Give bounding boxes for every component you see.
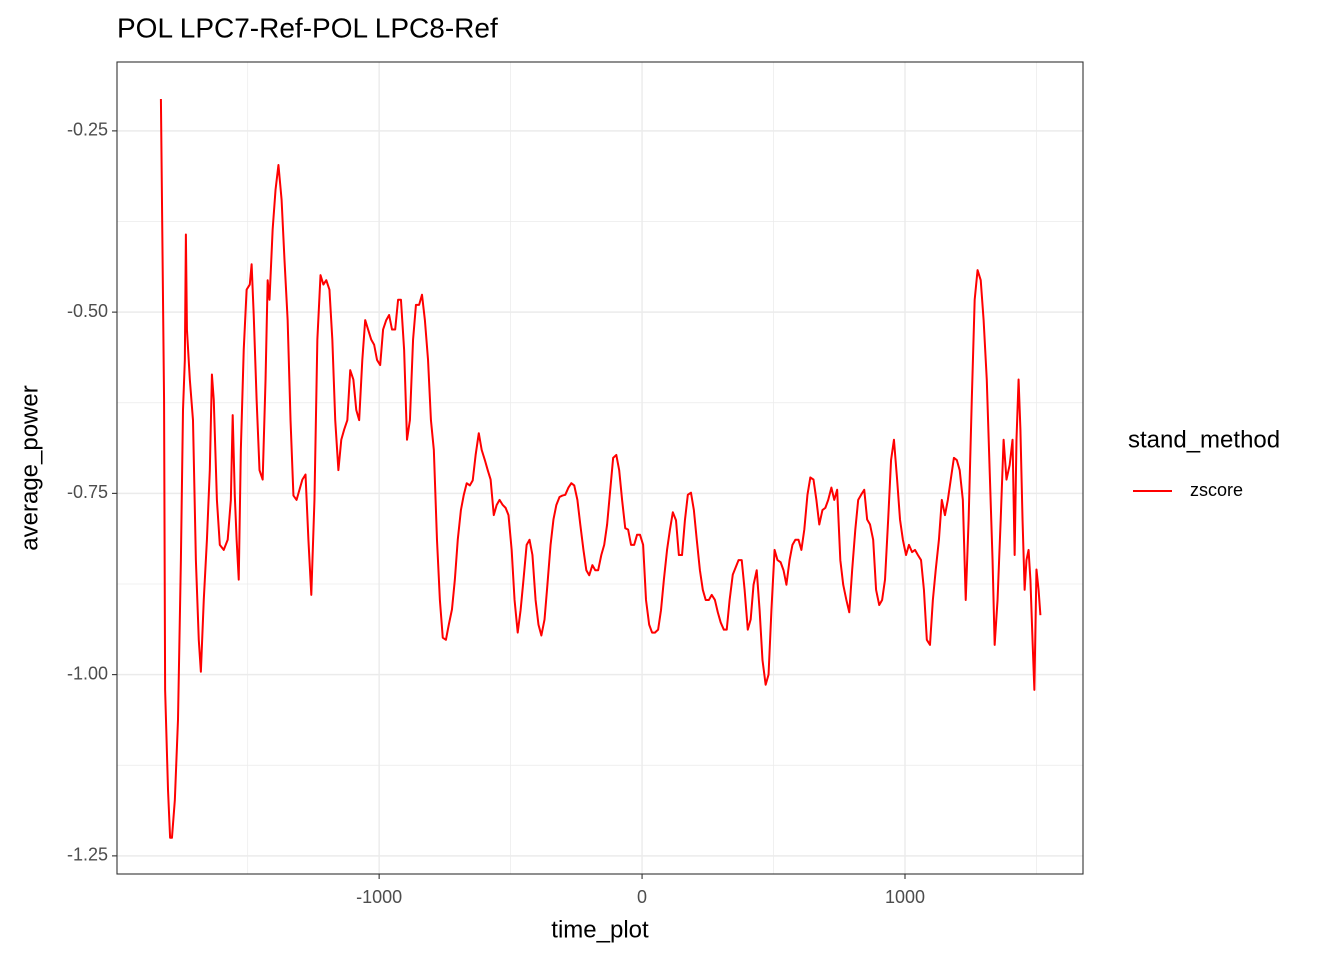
data-line (159, 98, 1042, 839)
chart-title: POL LPC7-Ref-POL LPC8-Ref (117, 12, 498, 43)
y-tick-label: -1.25 (67, 845, 108, 865)
grid (117, 62, 1083, 874)
y-tick-label: -0.25 (67, 120, 108, 140)
y-tick-label: -0.75 (67, 482, 108, 502)
x-tick-label: -1000 (356, 887, 402, 907)
y-axis-label: average_power (16, 385, 43, 550)
x-axis-label: time_plot (551, 916, 649, 943)
plot-area (159, 98, 1042, 839)
legend: zscore (1133, 480, 1243, 500)
legend-title: stand_method (1128, 426, 1280, 453)
x-tick-label: 1000 (885, 887, 925, 907)
y-tick-label: -0.50 (67, 301, 108, 321)
y-tick-label: -1.00 (67, 663, 108, 683)
panel-border (116, 61, 1084, 875)
x-tick-label: 0 (637, 887, 647, 907)
legend-label: zscore (1190, 480, 1243, 500)
